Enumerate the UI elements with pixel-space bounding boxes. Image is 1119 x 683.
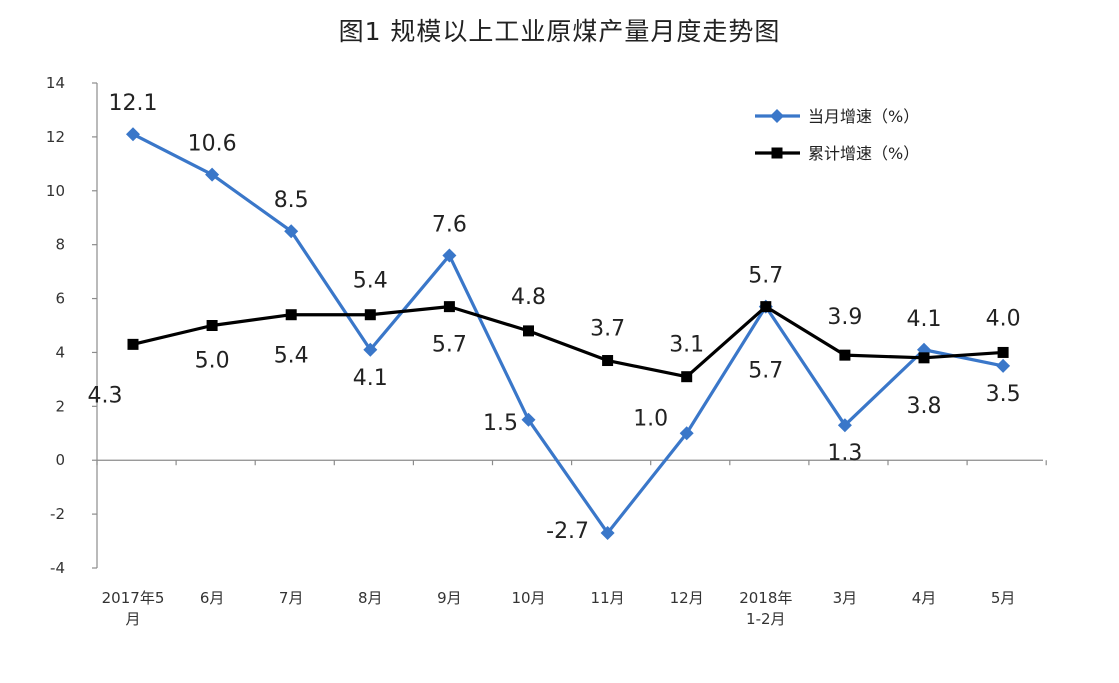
x-tick-label: 11月 (591, 589, 625, 607)
x-tick-label: 3月 (833, 589, 858, 607)
legend-label: 累计增速（%） (808, 144, 919, 163)
monthly-growth-point (126, 127, 140, 142)
x-tick-label-line: 3月 (833, 589, 858, 607)
monthly-growth-point (284, 224, 299, 239)
cumulative-growth-point (839, 349, 851, 361)
monthly-growth-point (521, 412, 536, 427)
cumulative-growth-data-label: 4.8 (511, 285, 546, 310)
monthly-growth-data-label: 10.6 (188, 132, 237, 157)
x-tick-label-line: 12月 (670, 589, 704, 607)
cumulative-growth-point (681, 371, 693, 383)
legend-marker (770, 109, 784, 123)
y-tick-label: 0 (55, 451, 65, 469)
cumulative-growth-data-label: 5.7 (748, 359, 783, 384)
monthly-growth-line (132, 132, 1004, 535)
legend-label: 当月增速（%） (808, 107, 919, 126)
y-tick-label: -4 (50, 559, 65, 577)
x-tick-label: 10月 (511, 589, 545, 607)
cumulative-growth-point (523, 325, 534, 337)
y-tick-label: 4 (55, 343, 65, 361)
x-tick-label-line: 4月 (912, 589, 937, 607)
x-tick-label-line: 7月 (279, 589, 304, 607)
monthly-growth-point (837, 418, 852, 433)
monthly-growth-data-label: 1.0 (633, 406, 668, 431)
cumulative-growth-data-label: 5.0 (195, 349, 230, 374)
monthly-growth-data-label: 7.6 (432, 212, 467, 237)
y-tick-label: 8 (55, 236, 65, 254)
x-tick-label: 2018年 1-2月 (739, 589, 792, 628)
monthly-growth-point (996, 358, 1011, 373)
x-tick-label-line: 5月 (991, 589, 1016, 607)
monthly-growth-data-label: 4.1 (353, 366, 388, 391)
cumulative-growth-point (997, 346, 1009, 358)
y-tick-label: 10 (46, 182, 65, 200)
monthly-growth-data-label: -2.7 (546, 519, 589, 544)
x-tick-label-line: 10月 (511, 589, 545, 607)
y-tick-label: -2 (50, 505, 65, 523)
monthly-growth-point (600, 525, 615, 540)
y-tick-label: 6 (55, 290, 65, 308)
chart-title: 图1 规模以上工业原煤产量月度走势图 (338, 17, 781, 46)
cumulative-growth-point (127, 338, 139, 350)
cumulative-growth-data-label: 4.0 (986, 306, 1021, 331)
x-tick-label: 6月 (200, 589, 225, 607)
monthly-growth-data-label: 8.5 (274, 188, 309, 213)
cumulative-growth-data-label: 3.1 (669, 333, 704, 358)
monthly-growth-data-label: 4.1 (907, 307, 942, 332)
monthly-growth-point (442, 248, 457, 263)
monthly-growth-data-label: 1.3 (827, 441, 862, 466)
legend-marker (771, 147, 783, 159)
cumulative-growth-point (918, 352, 930, 364)
cumulative-growth-point (760, 301, 772, 313)
cumulative-growth-point (364, 309, 376, 321)
y-tick-label: 14 (46, 74, 65, 92)
cumulative-growth-point (602, 355, 614, 367)
monthly-growth-point (205, 167, 220, 182)
x-tick-label: 5月 (991, 589, 1016, 607)
x-tick-label-line: 6月 (200, 589, 225, 607)
x-tick-label-line: 11月 (591, 589, 625, 607)
monthly-growth-data-label: 12.1 (109, 91, 158, 116)
x-tick-label-line: 2018年 (739, 589, 792, 607)
x-tick-label-line: 月 (125, 610, 140, 628)
cumulative-growth-data-label: 3.7 (590, 317, 625, 342)
cumulative-growth-data-label: 3.9 (827, 305, 862, 330)
x-tick-label: 4月 (912, 589, 937, 607)
cumulative-growth-data-label: 5.7 (432, 333, 467, 358)
x-tick-label: 2017年5 月 (102, 589, 165, 628)
x-tick-label: 7月 (279, 589, 304, 607)
monthly-growth-data-label: 5.7 (748, 264, 783, 289)
y-tick-label: 12 (46, 128, 65, 146)
monthly-growth-point (363, 342, 378, 357)
cumulative-growth-point (206, 320, 218, 331)
monthly-growth-point (679, 426, 694, 441)
y-tick-label: 2 (55, 397, 65, 415)
x-tick-label: 8月 (358, 589, 383, 607)
monthly-growth-data-label: 1.5 (483, 411, 518, 436)
x-tick-label-line: 2017年5 (102, 589, 165, 607)
cumulative-growth-point (285, 309, 297, 321)
cumulative-growth-data-label: 5.4 (353, 269, 388, 294)
x-tick-label: 12月 (670, 589, 704, 607)
x-tick-label-line: 8月 (358, 589, 383, 607)
cumulative-growth-data-label: 5.4 (274, 344, 309, 369)
x-tick-label: 9月 (437, 589, 462, 607)
cumulative-growth-data-label: 4.3 (88, 383, 123, 408)
x-tick-label-line: 1-2月 (746, 610, 786, 628)
monthly-growth-data-label: 3.5 (986, 382, 1021, 407)
cumulative-growth-line (132, 305, 1004, 379)
x-tick-label-line: 9月 (437, 589, 462, 607)
cumulative-growth-point (443, 301, 455, 313)
cumulative-growth-data-label: 3.8 (907, 394, 942, 419)
